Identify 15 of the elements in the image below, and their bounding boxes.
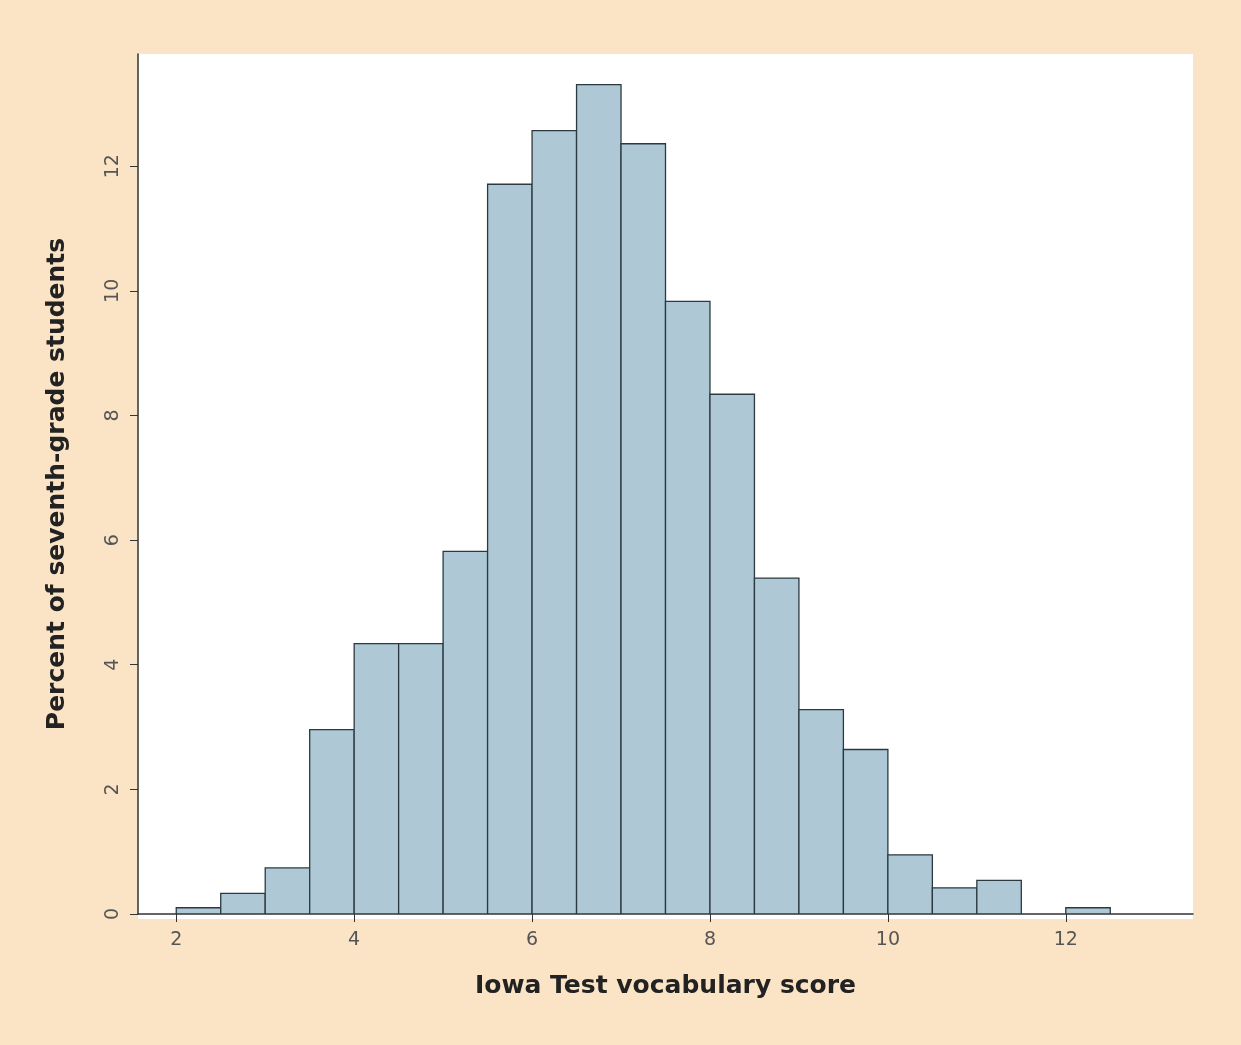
- y-tick-label: 8: [99, 409, 122, 422]
- x-tick-label: 10: [875, 926, 900, 949]
- y-tick-label: 10: [99, 278, 122, 303]
- x-tick-label: 12: [1053, 926, 1078, 949]
- x-tick-label: 6: [526, 926, 539, 949]
- y-axis-title: Percent of seventh-grade students: [41, 237, 70, 731]
- x-axis-title: Iowa Test vocabulary score: [474, 970, 857, 999]
- y-tick-label: 2: [99, 783, 122, 796]
- x-tick-label: 8: [703, 926, 717, 949]
- y-tick-label: 6: [99, 534, 122, 547]
- y-tick-label: 0: [99, 907, 122, 921]
- y-tick-label: 12: [99, 154, 122, 179]
- y-tick-label: 4: [99, 658, 122, 671]
- x-tick-label: 4: [348, 926, 361, 949]
- x-tick-label: 2: [170, 926, 183, 949]
